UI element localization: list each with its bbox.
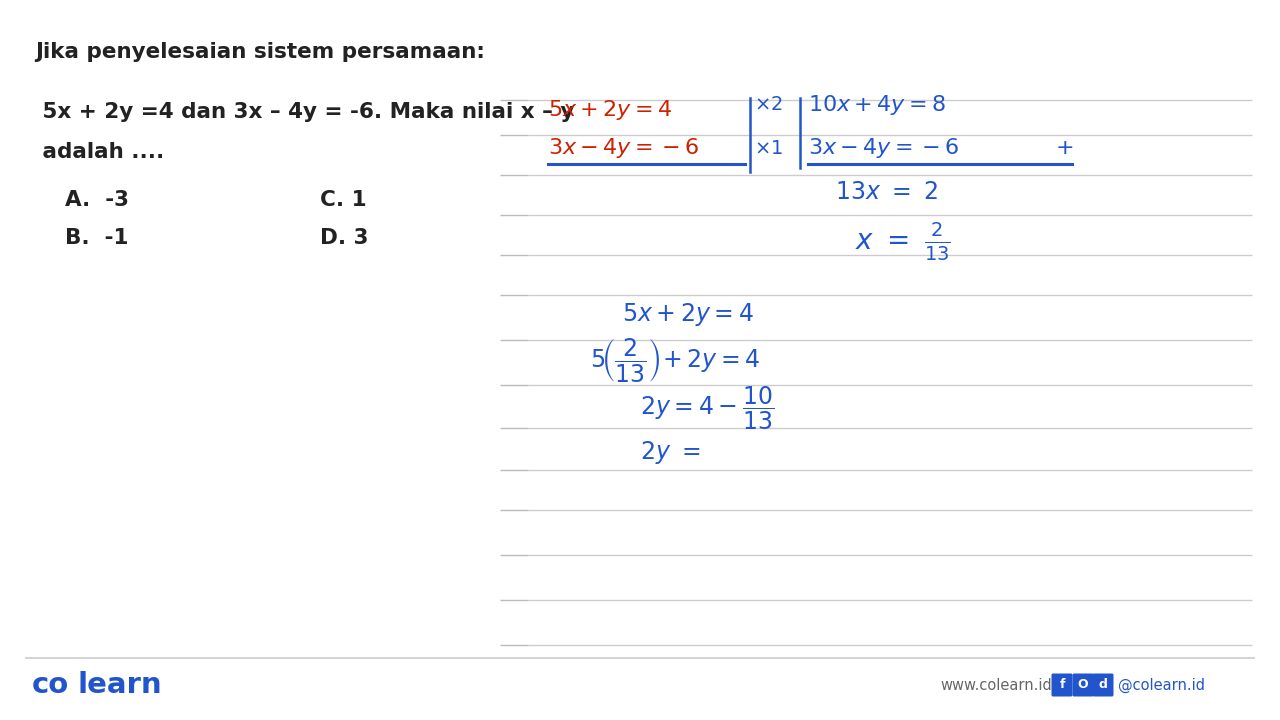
Text: adalah ....: adalah .... [35, 142, 164, 162]
Text: Jika penyelesaian sistem persamaan:: Jika penyelesaian sistem persamaan: [35, 42, 485, 62]
Text: $13x \ = \ 2$: $13x \ = \ 2$ [835, 180, 938, 204]
Text: 5x + 2y =4 dan 3x – 4y = -6. Maka nilai x – y: 5x + 2y =4 dan 3x – 4y = -6. Maka nilai … [35, 102, 575, 122]
Text: $+$: $+$ [1055, 138, 1073, 158]
Text: O: O [1078, 678, 1088, 691]
Text: $10x+4y=8$: $10x+4y=8$ [808, 93, 946, 117]
Text: co: co [32, 671, 69, 699]
Text: B.  -1: B. -1 [65, 228, 128, 248]
Text: $\times1$: $\times1$ [754, 138, 783, 158]
Text: $x \ = \ \frac{2}{13}$: $x \ = \ \frac{2}{13}$ [855, 221, 951, 263]
Text: f: f [1060, 678, 1065, 691]
Text: $5x+2y=4$: $5x+2y=4$ [622, 302, 754, 328]
Text: www.colearn.id: www.colearn.id [940, 678, 1052, 693]
Text: $2y=4-\dfrac{10}{13}$: $2y=4-\dfrac{10}{13}$ [640, 384, 774, 432]
Text: @colearn.id: @colearn.id [1117, 678, 1204, 693]
Text: $3x-4y=-6$: $3x-4y=-6$ [808, 136, 959, 160]
Text: $3x-4y=-6$: $3x-4y=-6$ [548, 136, 699, 160]
Text: learn: learn [78, 671, 163, 699]
Text: $2y\ =$: $2y\ =$ [640, 438, 700, 466]
FancyBboxPatch shape [1093, 673, 1114, 696]
FancyBboxPatch shape [1051, 673, 1073, 696]
Text: $5\!\left(\dfrac{2}{13}\right)\!+2y=4$: $5\!\left(\dfrac{2}{13}\right)\!+2y=4$ [590, 336, 760, 384]
FancyBboxPatch shape [1073, 673, 1093, 696]
Text: D. 3: D. 3 [320, 228, 369, 248]
Text: A.  -3: A. -3 [65, 190, 129, 210]
Text: $\times2$: $\times2$ [754, 96, 782, 114]
Text: C. 1: C. 1 [320, 190, 366, 210]
Text: $5x+2y=4$: $5x+2y=4$ [548, 98, 672, 122]
Text: d: d [1098, 678, 1107, 691]
